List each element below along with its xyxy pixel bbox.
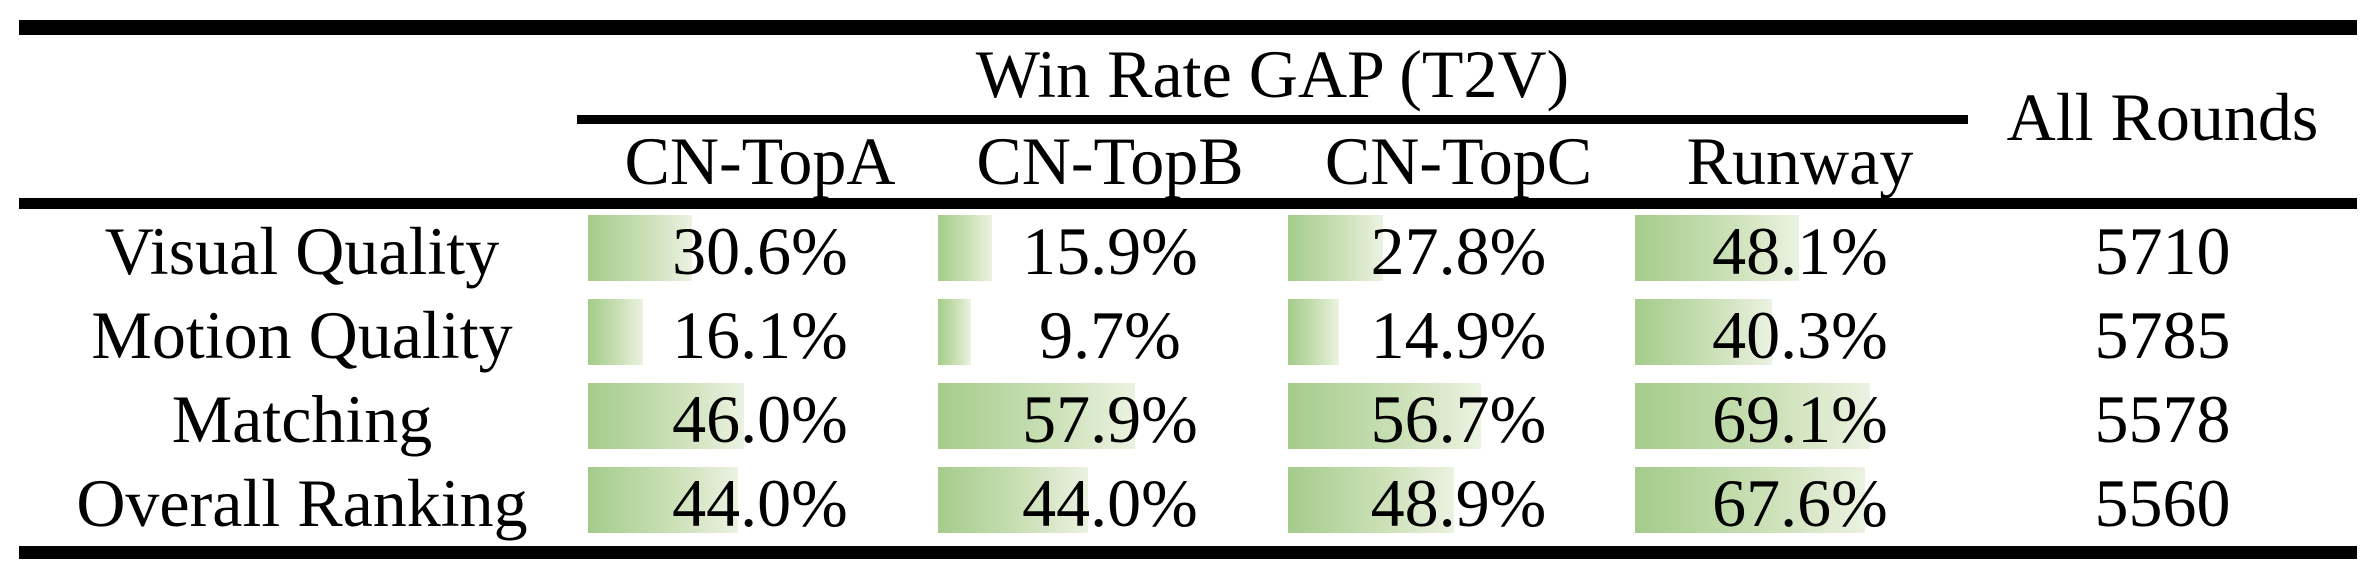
all-rounds-value: 5785: [2094, 297, 2231, 373]
data-bar: [1635, 299, 1773, 365]
data-bar: [1635, 215, 1799, 281]
percent-value: 44.0%: [672, 465, 848, 541]
percent-value: 9.7%: [1039, 297, 1181, 373]
percent-value: 14.9%: [1370, 297, 1547, 373]
all-rounds-value: 5710: [2094, 213, 2231, 289]
row-label-visual-quality: Visual Quality: [104, 213, 500, 289]
data-bar: [938, 299, 971, 365]
percent-value: 15.9%: [1022, 213, 1198, 289]
percent-value: 27.8%: [1370, 213, 1547, 289]
percent-value: 44.0%: [1022, 465, 1198, 541]
data-bar: [588, 299, 643, 365]
data-bar: [938, 383, 1135, 449]
all-rounds-value: 5560: [2094, 465, 2231, 541]
data-bar: [1635, 383, 1870, 449]
percent-value: 40.3%: [1712, 297, 1888, 373]
group-header-rule: [577, 115, 1968, 124]
percent-value: 48.9%: [1370, 465, 1547, 541]
data-bar: [588, 467, 738, 533]
column-header-all-rounds: All Rounds: [2006, 78, 2319, 155]
data-bar: [1288, 215, 1383, 281]
bottom-rule: [19, 546, 2357, 559]
column-header-cn-topa: CN-TopA: [624, 123, 896, 199]
data-bar: [938, 215, 993, 281]
percent-value: 30.6%: [672, 213, 848, 289]
header-body-rule: [19, 198, 2357, 209]
percent-value: 46.0%: [672, 381, 848, 457]
group-header-win-rate-gap: Win Rate GAP (T2V): [975, 36, 1570, 112]
column-header-runway: Runway: [1686, 123, 1914, 199]
data-bar: [588, 215, 693, 281]
percent-value: 16.1%: [672, 297, 848, 373]
row-label-overall-ranking: Overall Ranking: [76, 465, 528, 541]
column-header-cn-topc: CN-TopC: [1324, 123, 1593, 199]
data-bar: [1288, 299, 1339, 365]
percent-value: 56.7%: [1370, 381, 1547, 457]
data-bar: [1288, 467, 1455, 533]
data-bar: [1635, 467, 1865, 533]
data-bar: [938, 467, 1088, 533]
percent-value: 57.9%: [1022, 381, 1198, 457]
column-header-cn-topb: CN-TopB: [976, 123, 1244, 199]
percent-value: 67.6%: [1712, 465, 1888, 541]
data-bar: [588, 383, 745, 449]
row-label-motion-quality: Motion Quality: [91, 297, 513, 373]
data-bar: [1288, 383, 1481, 449]
percent-value: 48.1%: [1712, 213, 1888, 289]
all-rounds-value: 5578: [2094, 381, 2231, 457]
row-label-matching: Matching: [171, 381, 433, 457]
percent-value: 69.1%: [1712, 381, 1888, 457]
top-rule: [19, 20, 2357, 35]
